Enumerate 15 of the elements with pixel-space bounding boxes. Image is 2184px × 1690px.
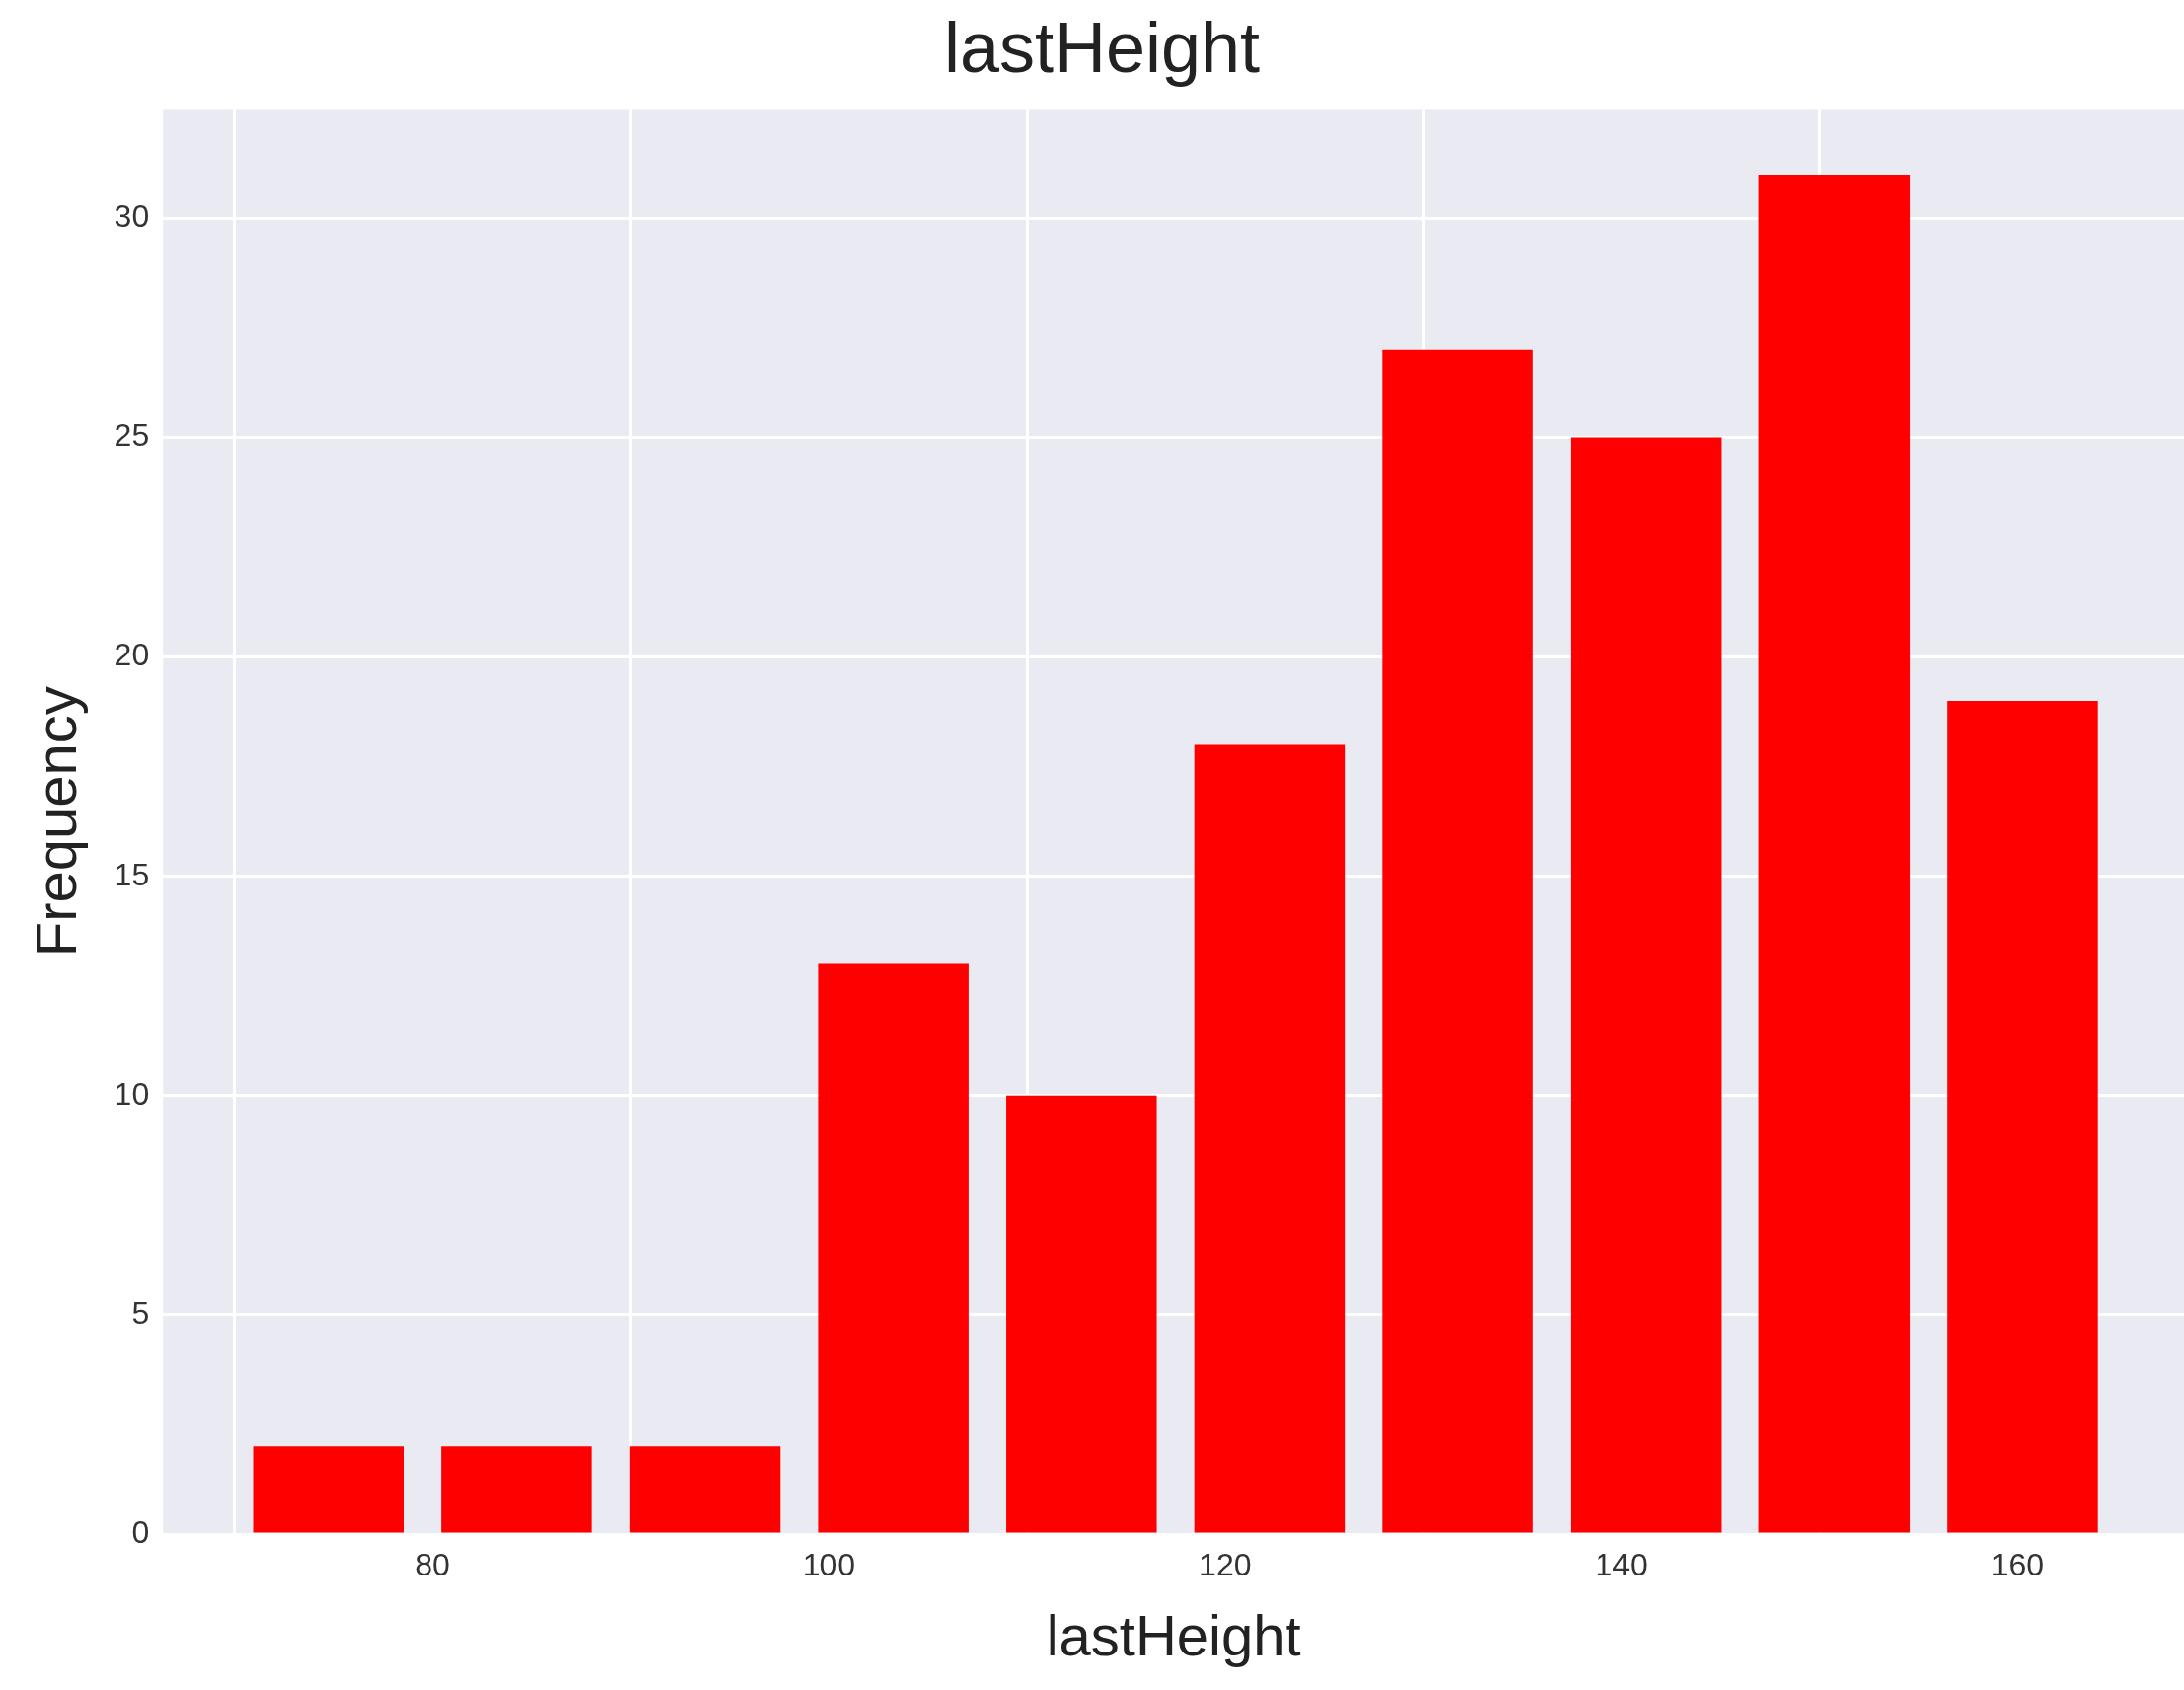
y-tick-label: 30	[114, 198, 150, 235]
y-axis-title: Frequency	[23, 686, 88, 958]
y-tick-label: 15	[114, 856, 150, 892]
chart-title: lastHeight	[943, 8, 1261, 88]
y-tick-label: 10	[114, 1075, 150, 1112]
x-tick-label: 100	[802, 1547, 856, 1583]
y-tick-label: 0	[131, 1513, 150, 1550]
y-tick-label: 20	[114, 637, 150, 673]
x-tick-label: 80	[415, 1547, 450, 1583]
y-tick-label: 5	[131, 1294, 150, 1331]
y-tick-label: 25	[114, 418, 150, 454]
x-axis-title: lastHeight	[1046, 1603, 1301, 1668]
x-tick-label: 140	[1595, 1547, 1648, 1583]
x-tick-label: 160	[1990, 1547, 2045, 1583]
x-tick-label: 120	[1199, 1547, 1252, 1583]
